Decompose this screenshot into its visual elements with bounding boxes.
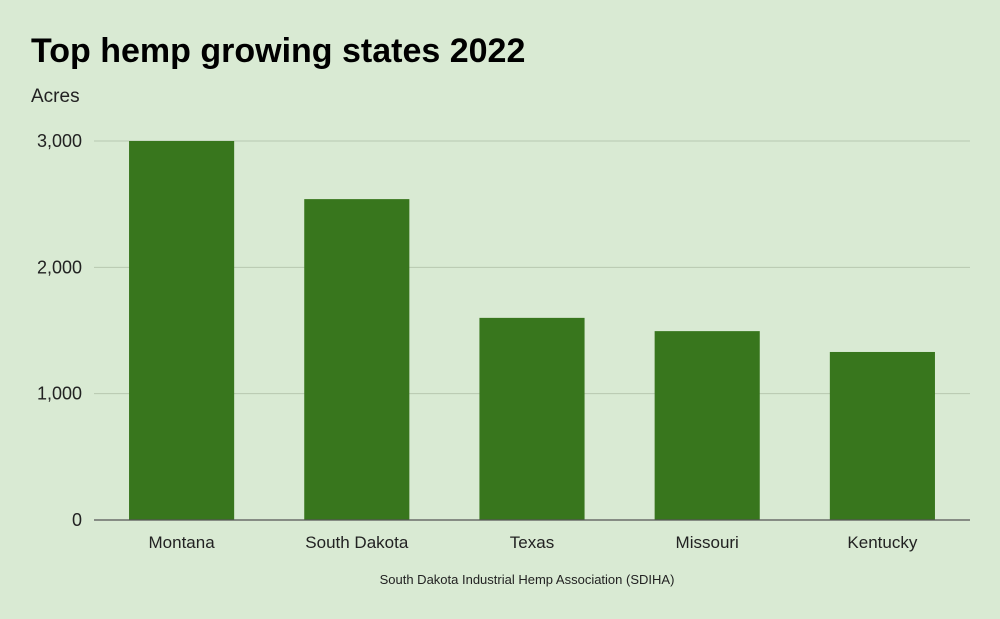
bar xyxy=(654,331,760,520)
x-tick-label: Texas xyxy=(510,533,554,552)
y-tick-labels: 0 1,000 2,000 3,000 xyxy=(37,131,82,530)
x-tick-labels: Montana South Dakota Texas Missouri Kentucky xyxy=(149,533,918,552)
bar xyxy=(829,351,935,520)
y-tick-label: 3,000 xyxy=(37,131,82,151)
bar xyxy=(479,317,585,520)
source-note: South Dakota Industrial Hemp Association… xyxy=(380,572,675,587)
chart-title: Top hemp growing states 2022 xyxy=(31,32,526,70)
bars xyxy=(129,141,935,520)
x-tick-label: South Dakota xyxy=(305,533,409,552)
bar xyxy=(304,199,410,520)
x-tick-label: Missouri xyxy=(676,533,739,552)
bar xyxy=(129,141,235,520)
y-tick-label: 0 xyxy=(72,510,82,530)
x-tick-label: Montana xyxy=(149,533,216,552)
y-tick-label: 1,000 xyxy=(37,384,82,404)
x-tick-label: Kentucky xyxy=(847,533,917,552)
y-axis-title: Acres xyxy=(31,86,80,107)
y-tick-label: 2,000 xyxy=(37,257,82,277)
